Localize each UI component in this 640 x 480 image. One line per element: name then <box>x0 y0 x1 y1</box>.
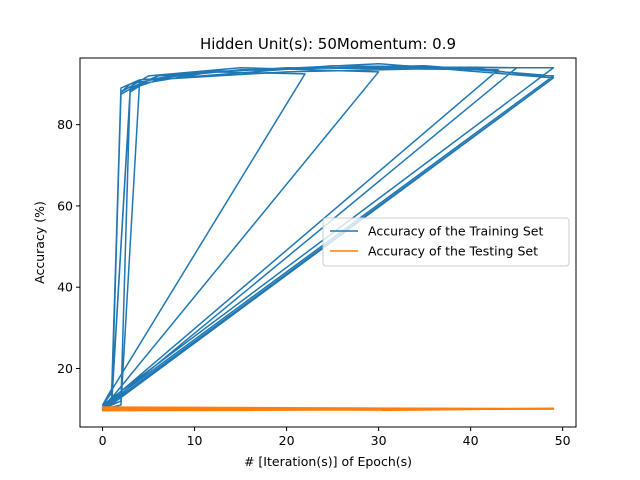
x-axis-label: # [Iteration(s)] of Epoch(s) <box>244 454 412 469</box>
legend-box <box>322 217 570 267</box>
legend-label-0: Accuracy of the Training Set <box>368 224 543 239</box>
x-axis: 0 10 20 30 40 50 <box>99 427 571 448</box>
x-tick-label: 10 <box>187 433 203 448</box>
y-tick-label: 60 <box>57 198 73 213</box>
y-axis-label: Accuracy (%) <box>32 201 47 284</box>
legend: Accuracy of the Training Set Accuracy of … <box>322 217 570 267</box>
y-tick-label: 80 <box>57 117 73 132</box>
series-line-0 <box>101 62 555 412</box>
x-tick-label: 40 <box>463 433 479 448</box>
legend-label-1: Accuracy of the Testing Set <box>368 244 538 259</box>
x-tick-label: 20 <box>279 433 295 448</box>
x-tick-label: 30 <box>371 433 387 448</box>
y-tick-label: 40 <box>57 280 73 295</box>
series-line-1 <box>101 406 555 412</box>
x-tick-label: 50 <box>555 433 571 448</box>
plot-frame <box>79 57 577 428</box>
y-axis: 20 40 60 80 <box>57 117 80 376</box>
y-tick-label: 20 <box>57 361 73 376</box>
plot-lines <box>101 62 555 412</box>
chart-title: Hidden Unit(s): 50Momentum: 0.9 <box>200 35 456 53</box>
x-tick-label: 0 <box>99 433 107 448</box>
